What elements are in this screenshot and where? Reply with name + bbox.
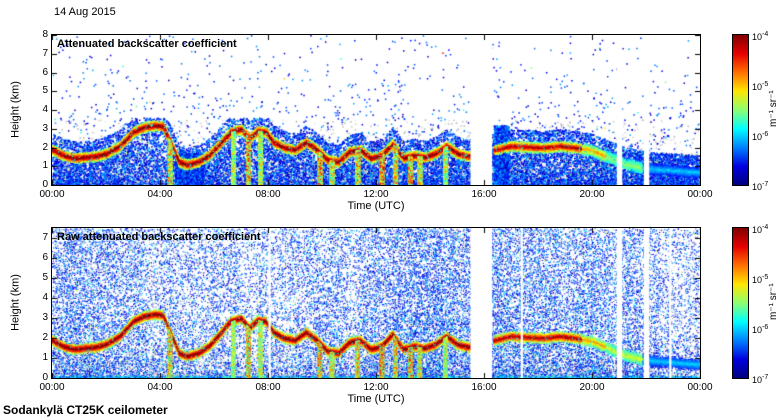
panel1-x-tick-6: 00:00: [687, 189, 713, 200]
panel1-x-tick-5: 20:00: [579, 189, 605, 200]
panel1-x-tick-4: 16:00: [471, 189, 497, 200]
panel1-y-tick-3: 3: [42, 122, 48, 134]
colorbar-2: [732, 227, 749, 379]
panel2-y-axis-label: Height (km): [9, 274, 22, 331]
date-label: 14 Aug 2015: [54, 6, 116, 18]
panel1-y-tick-1: 1: [42, 160, 48, 172]
panel2-x-axis-label: Time (UTC): [347, 393, 405, 405]
panel1-y-tick-7: 7: [42, 47, 48, 59]
panel1-heatmap-canvas: [52, 35, 700, 185]
panel2-y-tick-7: 7: [42, 232, 48, 243]
panel2-x-tick-0: 00:00: [39, 382, 65, 393]
colorbar-1-tick-0: 10-4: [752, 31, 769, 42]
panel2-x-tick-2: 08:00: [255, 382, 281, 393]
panel2-y-tick-5: 5: [42, 272, 48, 283]
panel2-x-tick-5: 20:00: [579, 382, 605, 393]
panel2-heatmap-canvas: [52, 228, 700, 378]
panel2-title: Raw attenuated backscatter coefficient: [57, 231, 261, 243]
panel2-x-tick-6: 00:00: [687, 382, 713, 393]
colorbar-2-tick-1: 10-5: [752, 274, 769, 285]
panel1-x-tick-0: 00:00: [39, 189, 65, 200]
colorbar-1-tick-3: 10-7: [752, 181, 769, 192]
panel1-y-tick-8: 8: [42, 29, 48, 40]
panel1-x-tick-2: 08:00: [255, 189, 281, 200]
panel2-x-tick-4: 16:00: [471, 382, 497, 393]
colorbar-2-unit-label: m⁻¹ sr⁻¹: [768, 283, 779, 321]
panel2-y-tick-0: 0: [42, 372, 48, 383]
panel2-y-tick-1: 1: [42, 352, 48, 363]
panel1-y-tick-0: 0: [42, 179, 48, 190]
panel1-y-tick-6: 6: [42, 66, 48, 78]
instrument-label: Sodankylä CT25K ceilometer: [3, 403, 168, 417]
panel1-y-tick-2: 2: [42, 141, 48, 153]
colorbar-1: [732, 34, 749, 186]
panel1-x-tick-1: 04:00: [147, 189, 173, 200]
colorbar-1-unit-label: m⁻¹ sr⁻¹: [768, 90, 779, 128]
panel1-x-axis-label: Time (UTC): [347, 200, 405, 212]
colorbar-1-tick-2: 10-6: [752, 131, 769, 142]
panel2-y-tick-3: 3: [42, 312, 48, 323]
colorbar-2-tick-0: 10-4: [752, 224, 769, 235]
panel2-x-tick-1: 04:00: [147, 382, 173, 393]
panel1-y-tick-4: 4: [42, 104, 48, 115]
panel2-x-tick-3: 12:00: [363, 382, 389, 393]
colorbar-2-tick-2: 10-6: [752, 324, 769, 335]
colorbar-2-tick-3: 10-7: [752, 374, 769, 385]
panel1-x-tick-3: 12:00: [363, 189, 389, 200]
panel2-y-tick-6: 6: [42, 252, 48, 263]
panel2-y-tick-2: 2: [42, 332, 48, 343]
panel1-y-axis-label: Height (km): [9, 81, 22, 138]
panel1-y-tick-5: 5: [42, 85, 48, 97]
panel2-plot-area: [51, 227, 701, 379]
panel2-y-tick-4: 4: [42, 292, 48, 303]
panel1-title: Attenuated backscatter coefficient: [57, 38, 237, 50]
colorbar-1-tick-1: 10-5: [752, 81, 769, 92]
panel1-plot-area: [51, 34, 701, 186]
